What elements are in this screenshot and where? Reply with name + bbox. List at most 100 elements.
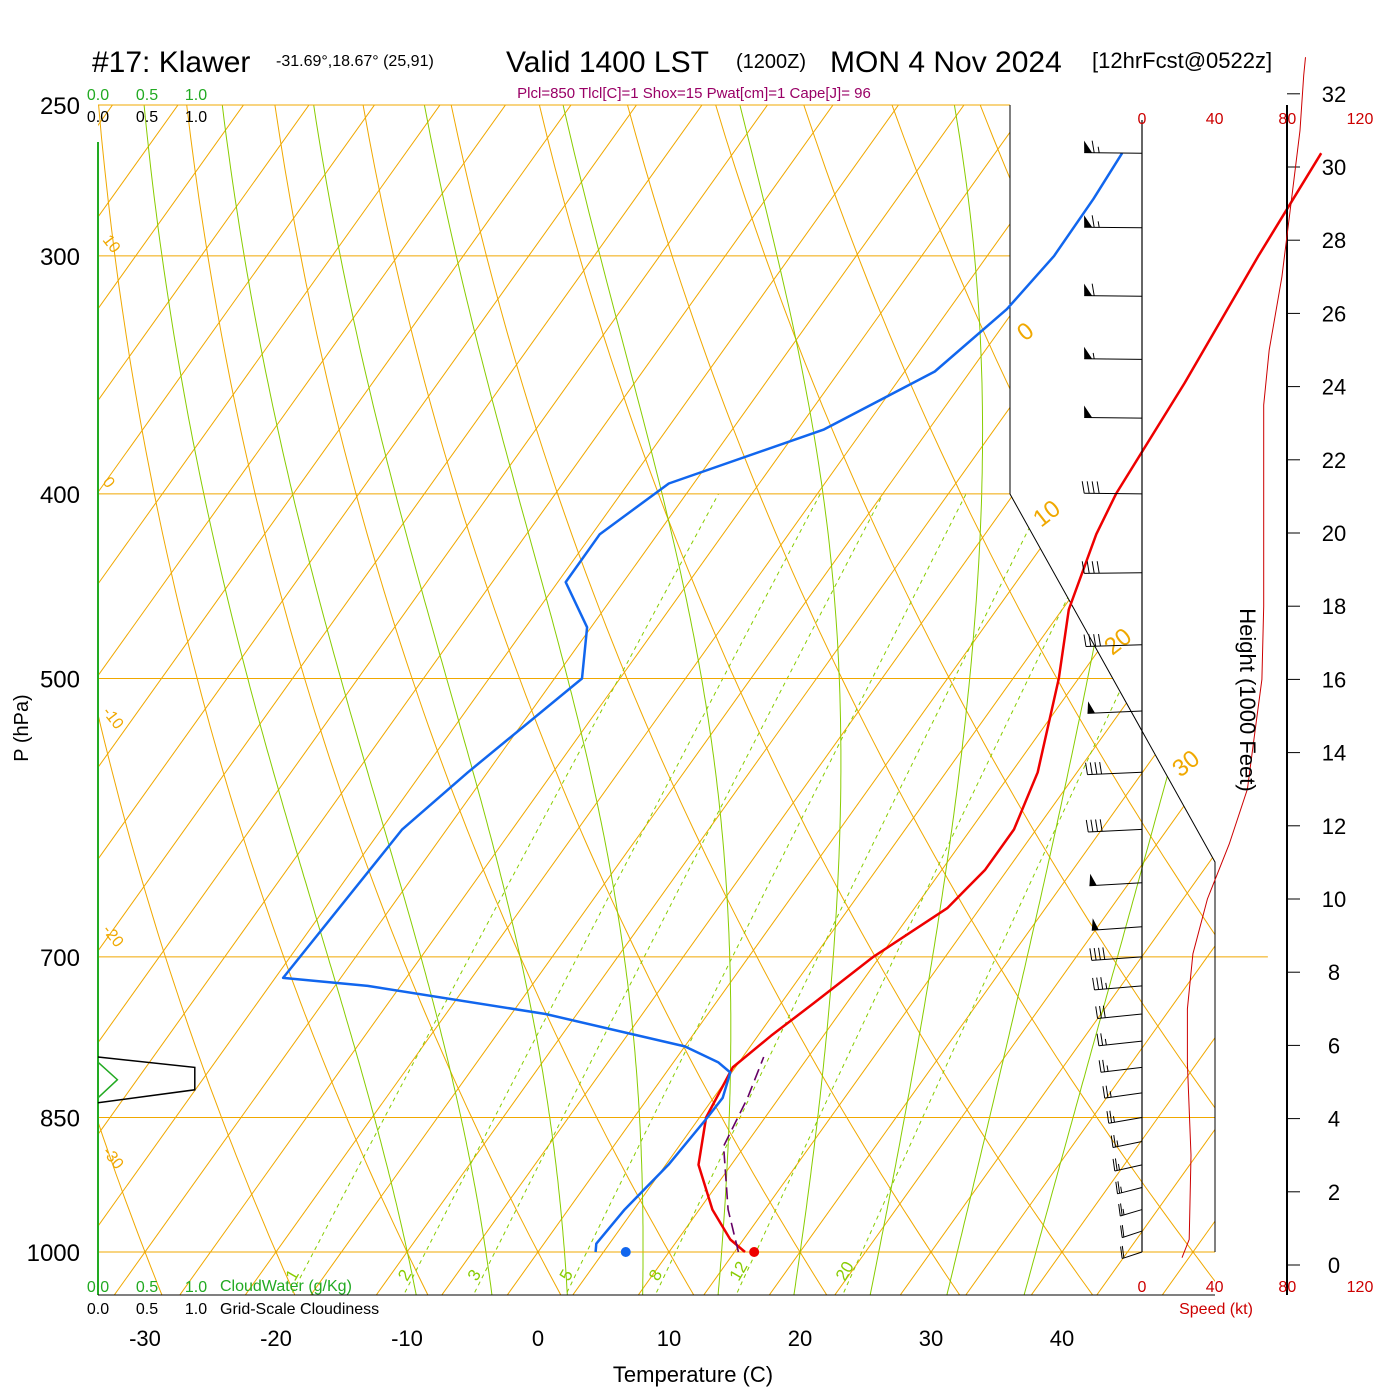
isotherm-line xyxy=(98,105,1031,1295)
isotherm-line xyxy=(350,105,1215,1295)
barb-full xyxy=(1093,634,1097,647)
barb-full xyxy=(1110,1135,1114,1148)
wind-speed-panel: 0246810121416182022242628303200404080801… xyxy=(1138,57,1374,1296)
isotherm-line xyxy=(612,105,1215,1295)
mixing-ratio-line xyxy=(291,493,719,1293)
temperature-tick-label: 10 xyxy=(657,1326,681,1351)
mixing-ratio-line xyxy=(404,493,821,1293)
isotherm-label: 10 xyxy=(1028,495,1066,533)
speed-tick-top: 80 xyxy=(1278,111,1296,128)
barb-full xyxy=(1100,1033,1104,1046)
cloudiness-tick-bottom: 1.0 xyxy=(185,1301,207,1318)
height-tick-label: 26 xyxy=(1322,301,1346,326)
pressure-tick-label: 400 xyxy=(40,482,80,509)
barb-full xyxy=(1081,561,1085,574)
forecast-info: [12hrFcst@0522z] xyxy=(1092,48,1272,73)
barb-half xyxy=(1106,1065,1109,1072)
height-tick-label: 8 xyxy=(1328,960,1340,985)
forecast-date: MON 4 Nov 2024 xyxy=(830,46,1062,79)
isotherm-line xyxy=(153,105,1162,1295)
barb-full xyxy=(1086,481,1090,494)
barb-full xyxy=(1100,977,1104,990)
isotherm-line xyxy=(98,105,573,1295)
barb-full xyxy=(1109,1110,1113,1123)
barb-full xyxy=(1081,481,1085,494)
barb-full xyxy=(1098,1060,1102,1073)
plot-boundary xyxy=(1009,105,1216,1252)
speed-tick-bottom: 120 xyxy=(1347,1279,1374,1296)
wind-barbs xyxy=(1081,120,1143,1260)
barb-full xyxy=(1102,947,1106,960)
dry-adiabat-line xyxy=(98,105,431,1295)
barb-full xyxy=(1096,1033,1100,1046)
barb-full xyxy=(1094,762,1098,775)
dry-adiabat-line xyxy=(182,105,565,1295)
barb-full xyxy=(1112,1158,1116,1172)
wind-barb xyxy=(1081,481,1143,495)
barb-half xyxy=(1109,1091,1112,1098)
barb-shaft xyxy=(1084,358,1143,360)
barb-shaft xyxy=(1122,1251,1143,1260)
moist-adiabat-line xyxy=(221,105,494,1295)
wind-barb xyxy=(1081,561,1143,574)
barb-full xyxy=(1083,634,1087,647)
mixing-ratio-line xyxy=(843,493,1214,1293)
isotherm-line xyxy=(1005,105,1215,1295)
barb-full xyxy=(1099,761,1103,775)
dry-adiabat-line xyxy=(269,105,698,1295)
dry-adiabat-line xyxy=(1140,105,1215,1295)
barb-half xyxy=(1116,1140,1119,1147)
cloudiness-tick-bottom: 0.0 xyxy=(87,1301,109,1318)
barb-full xyxy=(1095,819,1098,832)
wind-barb xyxy=(1110,1134,1143,1149)
barb-full xyxy=(1091,215,1095,228)
isotherm-line xyxy=(415,105,1215,1295)
barb-shaft xyxy=(1122,1230,1143,1239)
barb-full xyxy=(1114,1158,1118,1171)
wind-barb xyxy=(1091,918,1143,931)
plot-frame xyxy=(97,104,1268,1296)
speed-tick-top: 120 xyxy=(1347,111,1374,128)
wind-barb xyxy=(1106,1110,1143,1124)
dry-adiabat-line xyxy=(618,105,1215,1295)
speed-tick-top: 40 xyxy=(1206,111,1224,128)
barb-full xyxy=(1102,1005,1106,1018)
height-tick-label: 32 xyxy=(1322,82,1346,107)
moist-adiabat-line xyxy=(868,105,984,1295)
barb-shaft xyxy=(1114,1164,1143,1172)
barb-shaft xyxy=(1108,1117,1143,1124)
barb-half xyxy=(1120,1186,1123,1193)
barb-full xyxy=(1121,1245,1125,1259)
zulu-time: (1200Z) xyxy=(736,51,806,73)
isotherm-line xyxy=(98,105,638,1295)
left-isotherm-label: 0 xyxy=(99,474,118,492)
barb-full xyxy=(1091,140,1095,153)
cloud-profile xyxy=(97,1056,196,1104)
barb-shaft xyxy=(1084,417,1143,419)
barb-half xyxy=(1112,1116,1115,1123)
pressure-tick-label: 850 xyxy=(40,1106,80,1133)
surface-dewpoint-dot xyxy=(620,1247,631,1257)
wind-barb xyxy=(1084,405,1143,419)
mixing-ratio-line xyxy=(566,493,967,1293)
mixing-ratio-label: 3 xyxy=(464,1266,485,1284)
isotherm-line xyxy=(98,105,966,1295)
wind-barb xyxy=(1118,1203,1143,1217)
dry-adiabat-line xyxy=(705,105,1215,1295)
temperature-tick-label: 0 xyxy=(532,1326,544,1351)
surface-temperature-dot xyxy=(749,1247,760,1257)
barb-half xyxy=(1097,221,1100,228)
barb-full xyxy=(1091,561,1095,574)
wind-barb xyxy=(1112,1158,1143,1172)
barb-flag xyxy=(1089,873,1097,886)
cloudiness-profile xyxy=(97,1056,196,1104)
moist-adiabat-line xyxy=(313,105,569,1295)
cloudwater-label: CloudWater (g/Kg) xyxy=(220,1278,352,1295)
height-tick-label: 24 xyxy=(1322,375,1346,400)
barb-flag xyxy=(1084,283,1093,296)
barb-shaft xyxy=(1084,572,1143,574)
isotherm-line xyxy=(98,105,835,1295)
height-tick-label: 22 xyxy=(1322,448,1346,473)
barb-shaft xyxy=(1112,1141,1143,1149)
barb-shaft xyxy=(1091,926,1143,931)
